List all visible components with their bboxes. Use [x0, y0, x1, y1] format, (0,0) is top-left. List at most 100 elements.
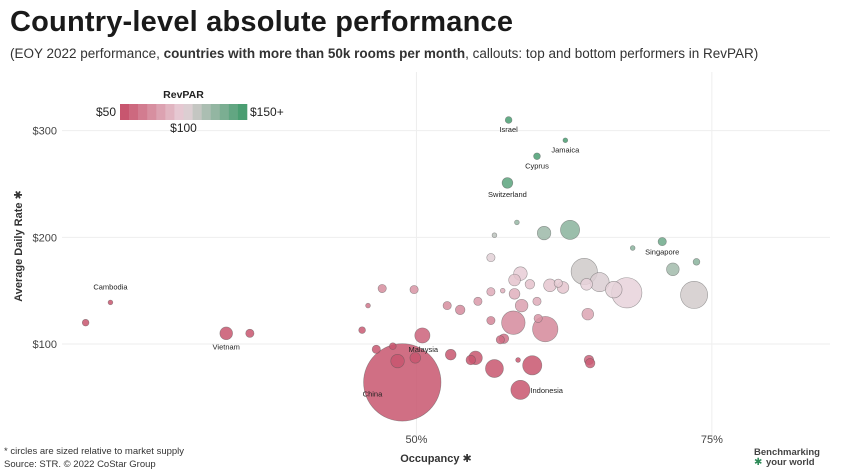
- legend-swatch: [192, 104, 202, 120]
- y-axis-title: Average Daily Rate ✱: [13, 190, 25, 302]
- data-point: [514, 298, 529, 313]
- point-israel: [504, 116, 513, 124]
- legend-swatch: [147, 104, 157, 120]
- brand-line-2: your world: [766, 457, 815, 468]
- data-point: [455, 304, 466, 315]
- legend-swatch: [210, 104, 221, 120]
- data-point: [515, 357, 521, 363]
- chart-title: Country-level absolute performance: [10, 6, 514, 38]
- legend-swatch: [129, 104, 139, 120]
- data-point: [533, 313, 543, 323]
- data-point: [465, 354, 476, 366]
- callout-malaysia: Malaysia: [408, 345, 438, 354]
- data-point: [377, 284, 387, 293]
- data-point: [605, 280, 623, 299]
- point-cyprus: [533, 152, 541, 160]
- data-point: [629, 245, 636, 251]
- data-point: [522, 355, 543, 376]
- data-point: [692, 258, 701, 266]
- data-point: [560, 219, 580, 240]
- chart-subtitle: (EOY 2022 performance, countries with mo…: [10, 46, 758, 61]
- callout-jamaica: Jamaica: [551, 145, 580, 154]
- data-point: [485, 359, 504, 378]
- data-point: [81, 318, 90, 327]
- data-point: [532, 296, 542, 306]
- y-tick-label: $100: [33, 339, 57, 351]
- legend-title: RevPAR: [163, 89, 204, 101]
- subtitle-tail: , callouts: top and bottom performers in…: [465, 46, 759, 61]
- subtitle-bold: countries with more than 50k rooms per m…: [163, 46, 466, 61]
- callout-china: China: [363, 389, 383, 398]
- data-point: [358, 326, 366, 334]
- x-tick-label: 75%: [701, 434, 723, 446]
- data-point: [500, 287, 506, 294]
- point-vietnam: [219, 326, 233, 340]
- legend-min-label: $50: [96, 105, 116, 119]
- data-point: [524, 279, 535, 290]
- legend-max-label: $150+: [250, 105, 284, 119]
- data-point: [553, 278, 563, 288]
- data-point: [581, 307, 594, 321]
- point-china: [363, 343, 442, 422]
- legend-swatch: [165, 104, 175, 120]
- brand-line-1: Benchmarking: [754, 447, 820, 458]
- legend-swatch: [219, 104, 230, 120]
- legend-swatch: [228, 104, 239, 120]
- data-point: [245, 328, 255, 338]
- data-point: [442, 301, 452, 311]
- data-point: [580, 278, 593, 291]
- y-tick-label: $300: [33, 126, 57, 138]
- callout-vietnam: Vietnam: [213, 342, 240, 351]
- data-point: [508, 273, 521, 287]
- data-point: [486, 316, 496, 325]
- brand-logo: Benchmarking your world ✱: [754, 448, 824, 468]
- footnote-source: Source: STR. © 2022 CoStar Group: [4, 459, 156, 470]
- data-point: [508, 288, 521, 300]
- legend-swatch: [174, 104, 184, 120]
- data-point: [491, 232, 498, 238]
- data-point: [486, 287, 496, 297]
- data-point: [486, 253, 496, 263]
- data-point: [514, 219, 520, 226]
- data-point: [536, 225, 552, 241]
- legend-swatch: [183, 104, 193, 120]
- subtitle-plain: (EOY 2022 performance,: [10, 46, 164, 61]
- point-singapore: [657, 237, 667, 247]
- legend-swatch: [156, 104, 166, 120]
- legend-swatch: [120, 104, 130, 120]
- callout-singapore: Singapore: [645, 248, 679, 257]
- y-tick-label: $200: [33, 232, 57, 244]
- callout-cambodia: Cambodia: [93, 282, 128, 291]
- data-point: [365, 302, 371, 309]
- legend-swatch: [237, 104, 248, 120]
- callout-cyprus: Cyprus: [525, 161, 549, 170]
- data-point: [409, 285, 419, 295]
- data-point: [666, 262, 680, 276]
- data-point: [473, 296, 483, 306]
- legend-mid-label: $100: [170, 121, 197, 135]
- data-point: [585, 358, 596, 369]
- data-point: [390, 353, 405, 369]
- point-malaysia: [409, 352, 421, 364]
- data-point: [680, 281, 708, 309]
- footnote-sizing: * circles are sized relative to market s…: [4, 446, 185, 457]
- callout-switzerland: Switzerland: [488, 190, 527, 199]
- data-point: [414, 327, 431, 344]
- data-point: [495, 335, 505, 345]
- point-jamaica: [562, 137, 569, 143]
- point-indonesia: [510, 379, 531, 400]
- x-axis-title: Occupancy ✱: [400, 453, 472, 465]
- data-point: [371, 344, 381, 354]
- callout-israel: Israel: [499, 125, 518, 134]
- x-tick-label: 50%: [405, 434, 427, 446]
- data-point: [501, 310, 526, 335]
- legend-swatch: [201, 104, 212, 120]
- data-point: [445, 349, 457, 361]
- data-point: [389, 342, 397, 350]
- callout-indonesia: Indonesia: [530, 386, 563, 395]
- point-switzerland: [501, 177, 514, 189]
- legend-swatch: [138, 104, 148, 120]
- point-cambodia: [107, 299, 114, 306]
- brand-asterisk-icon: ✱: [754, 457, 763, 468]
